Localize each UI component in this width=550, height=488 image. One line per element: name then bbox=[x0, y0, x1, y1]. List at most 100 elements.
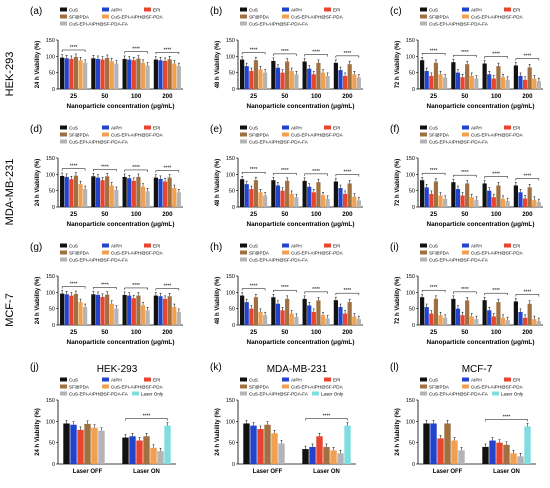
legend-swatch bbox=[324, 125, 331, 130]
legend-swatch bbox=[462, 250, 469, 255]
legend-entry: CuS bbox=[249, 8, 258, 13]
row-labels: HEK-293 MDA-MB-231 MCF-7 bbox=[4, 52, 16, 327]
x-tick-label: 25 bbox=[250, 211, 257, 218]
y-tick-label: 100 bbox=[226, 172, 235, 178]
bar bbox=[105, 57, 110, 89]
x-tick-label: 200 bbox=[162, 93, 173, 100]
legend-swatch bbox=[132, 391, 139, 396]
bar bbox=[443, 317, 448, 325]
bar bbox=[63, 423, 70, 464]
sig-bracket bbox=[305, 418, 348, 421]
sig-label: **** bbox=[492, 52, 500, 58]
bar bbox=[172, 63, 177, 89]
bar bbox=[482, 446, 489, 464]
bar bbox=[429, 193, 434, 207]
bar bbox=[258, 311, 263, 325]
y-tick-label: 150 bbox=[46, 38, 55, 44]
x-tick-label: Laser OFF bbox=[253, 469, 283, 475]
sig-bracket bbox=[273, 289, 297, 293]
bar bbox=[455, 189, 461, 207]
x-tick-label: 50 bbox=[461, 211, 468, 218]
y-axis-label: 24 h Viability (%) bbox=[35, 41, 41, 89]
bar bbox=[91, 294, 96, 325]
sig-label: **** bbox=[343, 51, 351, 57]
x-axis-label: Nanoparticle concentration (μg/mL) bbox=[67, 221, 175, 228]
panel-l: (l) MCF-7 CuS AIPH EPI SF@PDA CuS-EPI-AIPH@SF-… bbox=[390, 362, 536, 475]
bar bbox=[527, 303, 532, 325]
bar bbox=[176, 66, 181, 89]
bar bbox=[338, 70, 343, 89]
bar bbox=[257, 429, 264, 464]
sig-bracket bbox=[335, 292, 360, 296]
x-axis-label: Nanoparticle concentration (μg/mL) bbox=[247, 339, 355, 346]
bar bbox=[302, 449, 309, 464]
legend-swatch bbox=[324, 243, 331, 248]
y-axis-label: 48 h Viability (%) bbox=[215, 41, 221, 89]
bar bbox=[437, 438, 444, 464]
sig-bracket bbox=[124, 169, 148, 172]
x-tick-label: 200 bbox=[342, 329, 353, 336]
bar bbox=[263, 195, 268, 207]
bar bbox=[496, 442, 503, 464]
legend-swatch bbox=[324, 377, 331, 382]
legend-entry: CuS-EPI-AIPH@SF-PDA bbox=[471, 15, 524, 20]
legend-entry: SF@PDA bbox=[429, 133, 450, 138]
bar bbox=[522, 79, 528, 89]
y-tick-label: 0 bbox=[232, 205, 235, 211]
legend-swatch bbox=[60, 7, 67, 12]
bar bbox=[95, 294, 101, 325]
bar bbox=[64, 294, 69, 325]
bar bbox=[451, 62, 456, 89]
bar bbox=[451, 298, 456, 325]
sig-label: **** bbox=[430, 285, 438, 291]
bar bbox=[122, 58, 127, 89]
legend-swatch bbox=[240, 257, 247, 262]
legend-entry: CuS-EPI-AIPH@SF-PDA-FA bbox=[249, 392, 309, 397]
bar bbox=[347, 302, 352, 325]
y-tick-label: 50 bbox=[409, 307, 415, 313]
legend-swatch bbox=[282, 384, 289, 389]
legend-entry: Laser Only bbox=[141, 392, 164, 397]
bar bbox=[253, 180, 259, 207]
bar bbox=[311, 192, 316, 207]
bar bbox=[280, 190, 285, 207]
sig-label: **** bbox=[343, 288, 351, 294]
legend-entry: EPI bbox=[153, 8, 160, 13]
bar bbox=[64, 58, 69, 89]
sig-label: **** bbox=[523, 289, 531, 295]
sig-bracket bbox=[273, 53, 297, 56]
legend-entry: CuS-EPI-AIPH@SF-PDA-FA bbox=[69, 392, 129, 397]
y-tick-label: 150 bbox=[226, 398, 235, 404]
y-tick-label: 50 bbox=[409, 189, 415, 195]
sig-bracket bbox=[453, 291, 477, 294]
bar bbox=[100, 180, 105, 207]
x-tick-label: Laser ON bbox=[493, 469, 520, 475]
bar bbox=[114, 308, 119, 325]
panel-letter: (i) bbox=[390, 242, 399, 253]
bar bbox=[285, 298, 290, 325]
bar bbox=[352, 196, 357, 207]
x-tick-label: 25 bbox=[70, 329, 77, 336]
bar bbox=[69, 179, 74, 207]
bar bbox=[424, 71, 429, 89]
sig-label: **** bbox=[132, 283, 140, 289]
legend-swatch bbox=[282, 14, 289, 19]
panel-k: (k) MDA-MB-231 CuS AIPH EPI SF@PDA CuS-EPI-AIP… bbox=[210, 362, 356, 475]
x-tick-label: 100 bbox=[491, 211, 502, 218]
legend-swatch bbox=[240, 243, 247, 248]
bar bbox=[443, 198, 448, 207]
y-tick-label: 150 bbox=[406, 156, 415, 162]
bar bbox=[289, 313, 294, 325]
y-tick-label: 100 bbox=[46, 419, 55, 425]
x-tick-label: 50 bbox=[101, 329, 108, 336]
sig-label: **** bbox=[492, 171, 500, 177]
panel-letter: (h) bbox=[210, 242, 222, 253]
bar bbox=[253, 60, 259, 89]
legend-entry: SF@PDA bbox=[249, 251, 270, 256]
bar bbox=[98, 430, 105, 464]
legend-entry: CuS-EPI-AIPH@SF-PDA-FA bbox=[429, 140, 489, 145]
sig-label: **** bbox=[163, 47, 171, 53]
panel-letter: (e) bbox=[210, 124, 222, 135]
legend-entry: CuS-EPI-AIPH@SF-PDA bbox=[111, 251, 164, 256]
